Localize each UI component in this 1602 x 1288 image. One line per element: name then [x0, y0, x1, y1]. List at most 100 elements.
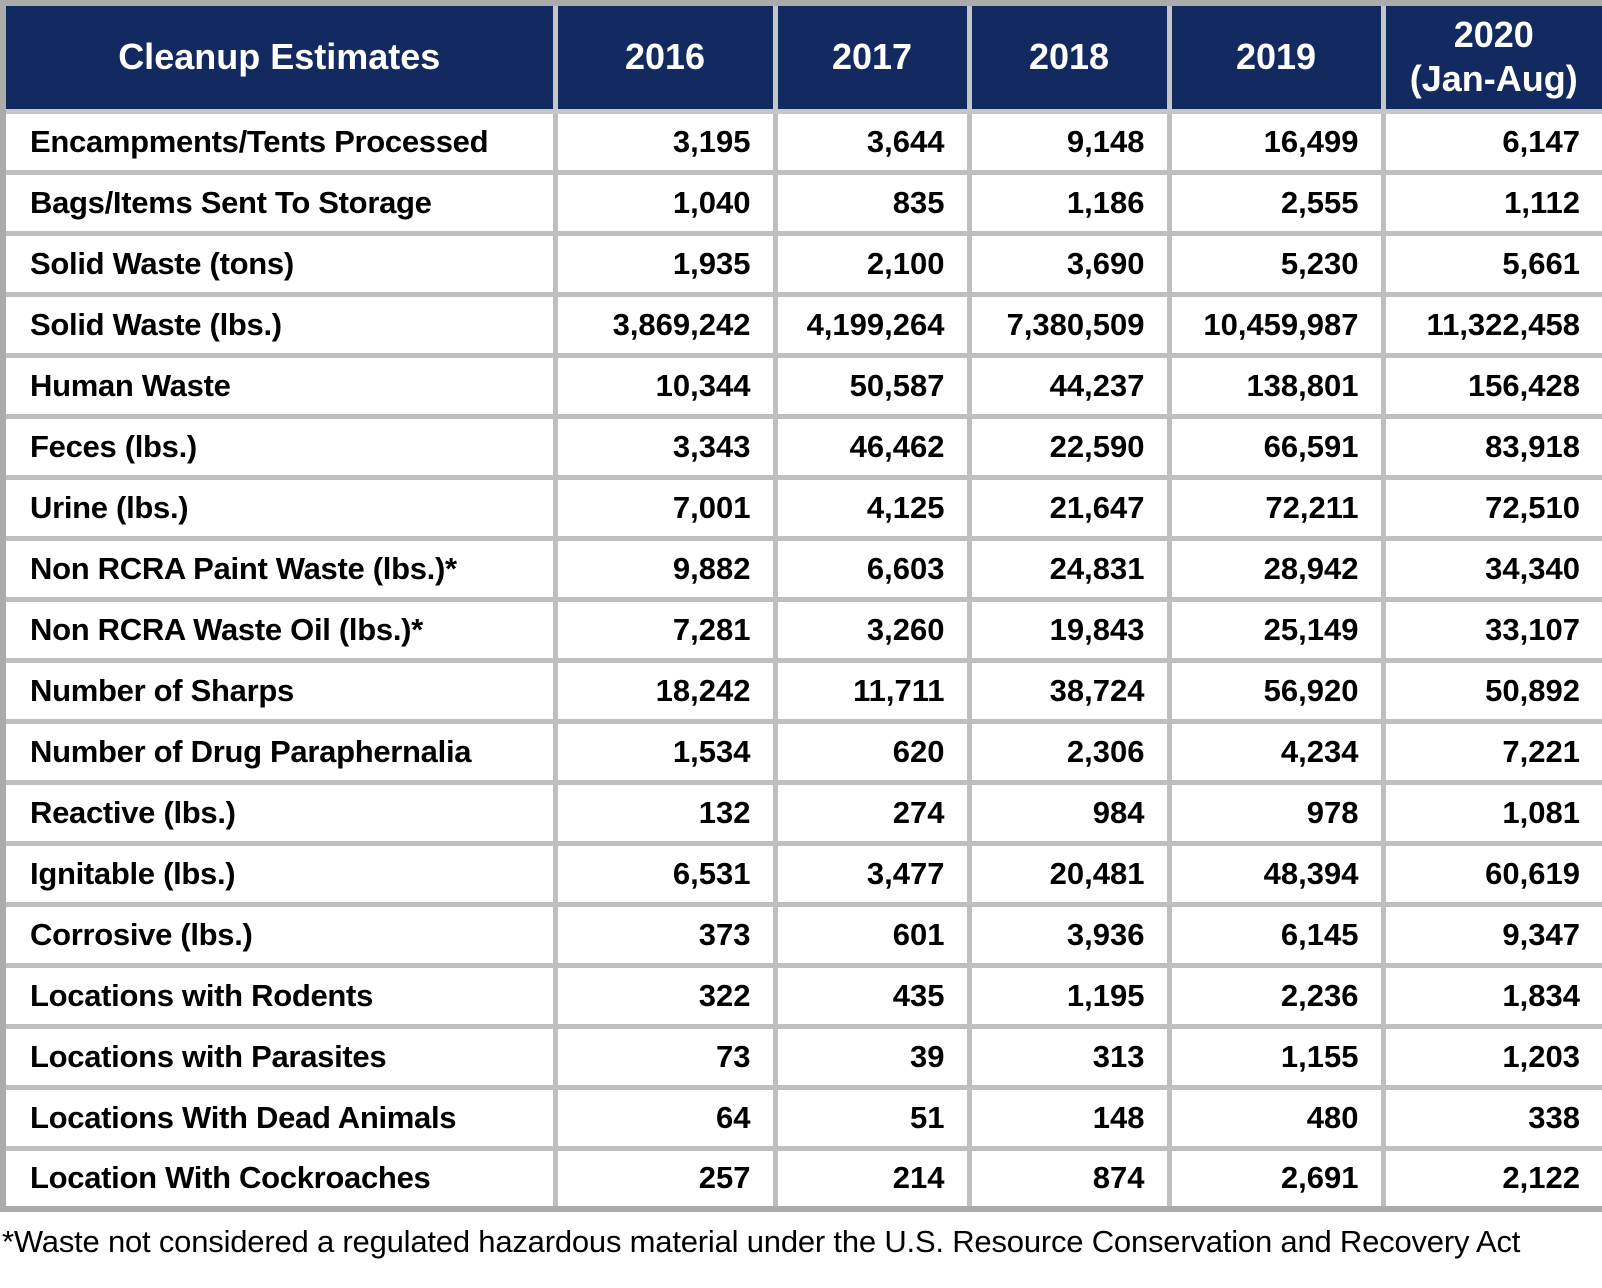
column-header-2019: 2019: [1166, 0, 1386, 114]
column-header-2016: 2016: [552, 0, 778, 114]
cell-2017: 2,100: [772, 230, 972, 297]
cell-2016: 64: [552, 1084, 778, 1151]
cell-2018: 2,306: [966, 718, 1172, 785]
cell-2016: 322: [552, 962, 778, 1029]
header-row: Cleanup Estimates 2016 2017 2018 2019 20…: [0, 0, 1602, 114]
cell-2016: 257: [552, 1145, 778, 1212]
row-label: Locations with Rodents: [0, 962, 558, 1029]
cell-2019: 56,920: [1166, 657, 1386, 724]
cell-2016: 10,344: [552, 352, 778, 419]
cell-2019: 66,591: [1166, 413, 1386, 480]
cell-2020: 338: [1380, 1084, 1602, 1151]
cell-2017: 435: [772, 962, 972, 1029]
cell-2019: 48,394: [1166, 840, 1386, 907]
cell-2018: 7,380,509: [966, 291, 1172, 358]
row-label: Location With Cockroaches: [0, 1145, 558, 1212]
cell-2019: 138,801: [1166, 352, 1386, 419]
cell-2018: 3,936: [966, 901, 1172, 968]
cell-2016: 1,534: [552, 718, 778, 785]
row-label: Non RCRA Paint Waste (lbs.)*: [0, 535, 558, 602]
cell-2017: 3,477: [772, 840, 972, 907]
cell-2020: 60,619: [1380, 840, 1602, 907]
cell-2018: 984: [966, 779, 1172, 846]
column-header-2020-jan-aug: 2020 (Jan-Aug): [1380, 0, 1602, 114]
table-row: Bags/Items Sent To Storage 1,040 835 1,186 2…: [0, 169, 1602, 236]
row-label: Encampments/Tents Processed: [0, 108, 558, 175]
cell-2017: 46,462: [772, 413, 972, 480]
table-row: Locations with Rodents 322 435 1,195 2,236 1,…: [0, 962, 1602, 1029]
table-row: Locations With Dead Animals 64 51 148 480 338: [0, 1084, 1602, 1151]
cell-2016: 373: [552, 901, 778, 968]
table-row: Non RCRA Paint Waste (lbs.)* 9,882 6,603 24…: [0, 535, 1602, 602]
footnote: *Waste not considered a regulated hazard…: [2, 1224, 1521, 1259]
cell-2019: 2,236: [1166, 962, 1386, 1029]
cell-2016: 18,242: [552, 657, 778, 724]
cell-2020: 7,221: [1380, 718, 1602, 785]
cell-2017: 214: [772, 1145, 972, 1212]
cell-2020: 11,322,458: [1380, 291, 1602, 358]
column-header-cleanup-estimates: Cleanup Estimates: [0, 0, 558, 114]
row-label: Solid Waste (tons): [0, 230, 558, 297]
cell-2020: 6,147: [1380, 108, 1602, 175]
cell-2016: 3,869,242: [552, 291, 778, 358]
table-row: Human Waste 10,344 50,587 44,237 138,801 156,…: [0, 352, 1602, 419]
table-row: Location With Cockroaches 257 214 874 2,691 2…: [0, 1145, 1602, 1212]
row-label: Feces (lbs.): [0, 413, 558, 480]
cell-2019: 2,691: [1166, 1145, 1386, 1212]
cell-2019: 2,555: [1166, 169, 1386, 236]
cleanup-estimates-table: Cleanup Estimates 2016 2017 2018 2019 20…: [0, 0, 1602, 1212]
cell-2017: 4,125: [772, 474, 972, 541]
cell-2018: 22,590: [966, 413, 1172, 480]
row-label: Locations with Parasites: [0, 1023, 558, 1090]
cell-2020: 83,918: [1380, 413, 1602, 480]
cell-2020: 9,347: [1380, 901, 1602, 968]
table-row: Urine (lbs.) 7,001 4,125 21,647 72,211 72,510: [0, 474, 1602, 541]
row-label: Reactive (lbs.): [0, 779, 558, 846]
table-row: Non RCRA Waste Oil (lbs.)* 7,281 3,260 19,8…: [0, 596, 1602, 663]
cell-2019: 1,155: [1166, 1023, 1386, 1090]
cell-2017: 620: [772, 718, 972, 785]
table-row: Ignitable (lbs.) 6,531 3,477 20,481 48,394 60…: [0, 840, 1602, 907]
cell-2018: 38,724: [966, 657, 1172, 724]
cell-2017: 274: [772, 779, 972, 846]
cell-2018: 148: [966, 1084, 1172, 1151]
cell-2018: 9,148: [966, 108, 1172, 175]
table-body: Encampments/Tents Processed 3,195 3,644 9,1…: [0, 108, 1602, 1212]
cell-2017: 4,199,264: [772, 291, 972, 358]
cell-2016: 73: [552, 1023, 778, 1090]
table-row: Number of Sharps 18,242 11,711 38,724 56,920…: [0, 657, 1602, 724]
cell-2019: 6,145: [1166, 901, 1386, 968]
cell-2016: 132: [552, 779, 778, 846]
cell-2016: 7,001: [552, 474, 778, 541]
row-label: Number of Drug Paraphernalia: [0, 718, 558, 785]
cell-2020: 50,892: [1380, 657, 1602, 724]
column-header-2018: 2018: [966, 0, 1172, 114]
cell-2017: 6,603: [772, 535, 972, 602]
cell-2020: 1,203: [1380, 1023, 1602, 1090]
cell-2016: 1,935: [552, 230, 778, 297]
cell-2020: 1,112: [1380, 169, 1602, 236]
table-row: Encampments/Tents Processed 3,195 3,644 9,1…: [0, 108, 1602, 175]
cell-2019: 10,459,987: [1166, 291, 1386, 358]
cell-2016: 7,281: [552, 596, 778, 663]
row-label: Number of Sharps: [0, 657, 558, 724]
cell-2018: 21,647: [966, 474, 1172, 541]
cell-2018: 1,195: [966, 962, 1172, 1029]
cell-2019: 4,234: [1166, 718, 1386, 785]
row-label: Urine (lbs.): [0, 474, 558, 541]
table-row: Solid Waste (tons) 1,935 2,100 3,690 5,230 5,…: [0, 230, 1602, 297]
cell-2016: 9,882: [552, 535, 778, 602]
cell-2017: 601: [772, 901, 972, 968]
table-row: Corrosive (lbs.) 373 601 3,936 6,145 9,347: [0, 901, 1602, 968]
cell-2019: 978: [1166, 779, 1386, 846]
cell-2017: 50,587: [772, 352, 972, 419]
cell-2016: 3,195: [552, 108, 778, 175]
cell-2017: 39: [772, 1023, 972, 1090]
cell-2017: 835: [772, 169, 972, 236]
cell-2018: 19,843: [966, 596, 1172, 663]
cell-2017: 11,711: [772, 657, 972, 724]
cell-2020: 2,122: [1380, 1145, 1602, 1212]
row-label: Human Waste: [0, 352, 558, 419]
cell-2020: 72,510: [1380, 474, 1602, 541]
